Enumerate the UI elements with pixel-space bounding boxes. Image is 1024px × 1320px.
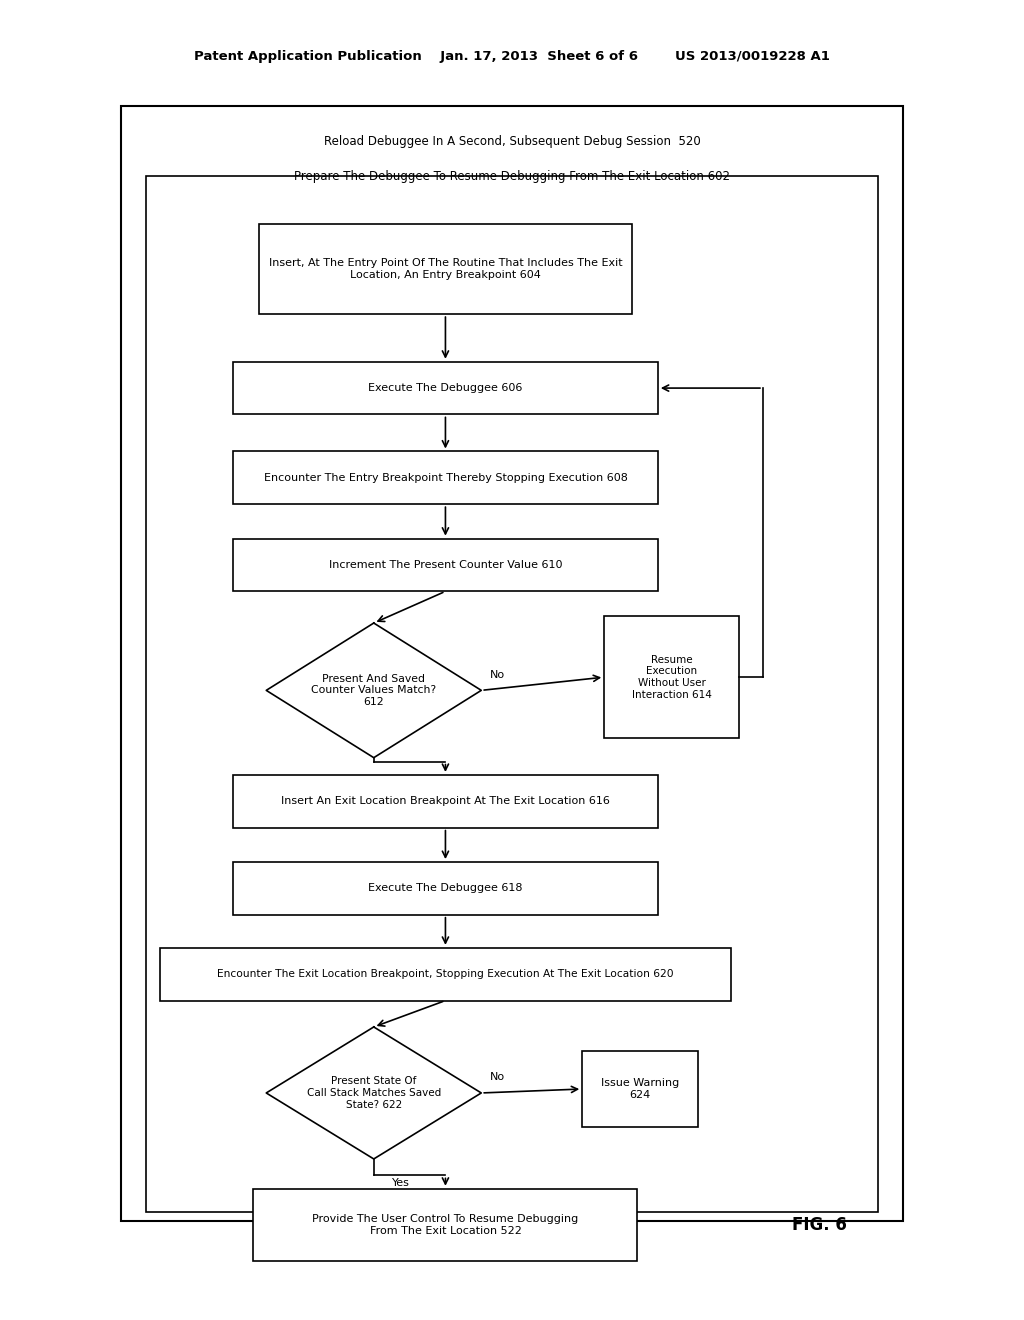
Text: Resume
Execution
Without User
Interaction 614: Resume Execution Without User Interactio… bbox=[632, 655, 712, 700]
Text: No: No bbox=[489, 669, 505, 680]
Bar bbox=[121, 106, 903, 1221]
Bar bbox=[146, 176, 878, 1212]
Bar bbox=[233, 775, 657, 828]
Bar bbox=[233, 539, 657, 591]
Bar bbox=[233, 362, 657, 414]
Text: Execute The Debuggee 606: Execute The Debuggee 606 bbox=[369, 383, 522, 393]
Text: Encounter The Exit Location Breakpoint, Stopping Execution At The Exit Location : Encounter The Exit Location Breakpoint, … bbox=[217, 969, 674, 979]
Bar bbox=[604, 616, 739, 738]
Bar bbox=[160, 948, 731, 1001]
Text: Insert, At The Entry Point Of The Routine That Includes The Exit
Location, An En: Insert, At The Entry Point Of The Routin… bbox=[268, 259, 623, 280]
Bar bbox=[233, 862, 657, 915]
Text: Prepare The Debuggee To Resume Debugging From The Exit Location 602: Prepare The Debuggee To Resume Debugging… bbox=[294, 170, 730, 183]
Text: Patent Application Publication    Jan. 17, 2013  Sheet 6 of 6        US 2013/001: Patent Application Publication Jan. 17, … bbox=[195, 50, 829, 63]
Text: Present State Of
Call Stack Matches Saved
State? 622: Present State Of Call Stack Matches Save… bbox=[306, 1076, 441, 1110]
Bar bbox=[254, 1188, 637, 1262]
Text: Yes: Yes bbox=[392, 1177, 410, 1188]
Text: Yes: Yes bbox=[392, 776, 410, 787]
Text: Provide The User Control To Resume Debugging
From The Exit Location 522: Provide The User Control To Resume Debug… bbox=[312, 1214, 579, 1236]
Bar bbox=[258, 224, 632, 314]
Text: Execute The Debuggee 618: Execute The Debuggee 618 bbox=[369, 883, 522, 894]
Text: FIG. 6: FIG. 6 bbox=[792, 1216, 847, 1234]
Text: Insert An Exit Location Breakpoint At The Exit Location 616: Insert An Exit Location Breakpoint At Th… bbox=[281, 796, 610, 807]
Text: Increment The Present Counter Value 610: Increment The Present Counter Value 610 bbox=[329, 560, 562, 570]
Text: Present And Saved
Counter Values Match?
612: Present And Saved Counter Values Match? … bbox=[311, 673, 436, 708]
Bar bbox=[233, 451, 657, 504]
Text: Issue Warning
624: Issue Warning 624 bbox=[601, 1078, 679, 1100]
Bar bbox=[582, 1051, 698, 1127]
Text: Encounter The Entry Breakpoint Thereby Stopping Execution 608: Encounter The Entry Breakpoint Thereby S… bbox=[263, 473, 628, 483]
Text: No: No bbox=[489, 1072, 505, 1082]
Text: Reload Debuggee In A Second, Subsequent Debug Session  520: Reload Debuggee In A Second, Subsequent … bbox=[324, 135, 700, 148]
